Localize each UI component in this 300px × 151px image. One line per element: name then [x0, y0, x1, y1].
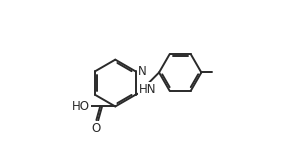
Text: HN: HN	[139, 83, 156, 96]
Text: HO: HO	[72, 100, 90, 113]
Text: O: O	[92, 122, 101, 135]
Text: N: N	[138, 65, 147, 78]
